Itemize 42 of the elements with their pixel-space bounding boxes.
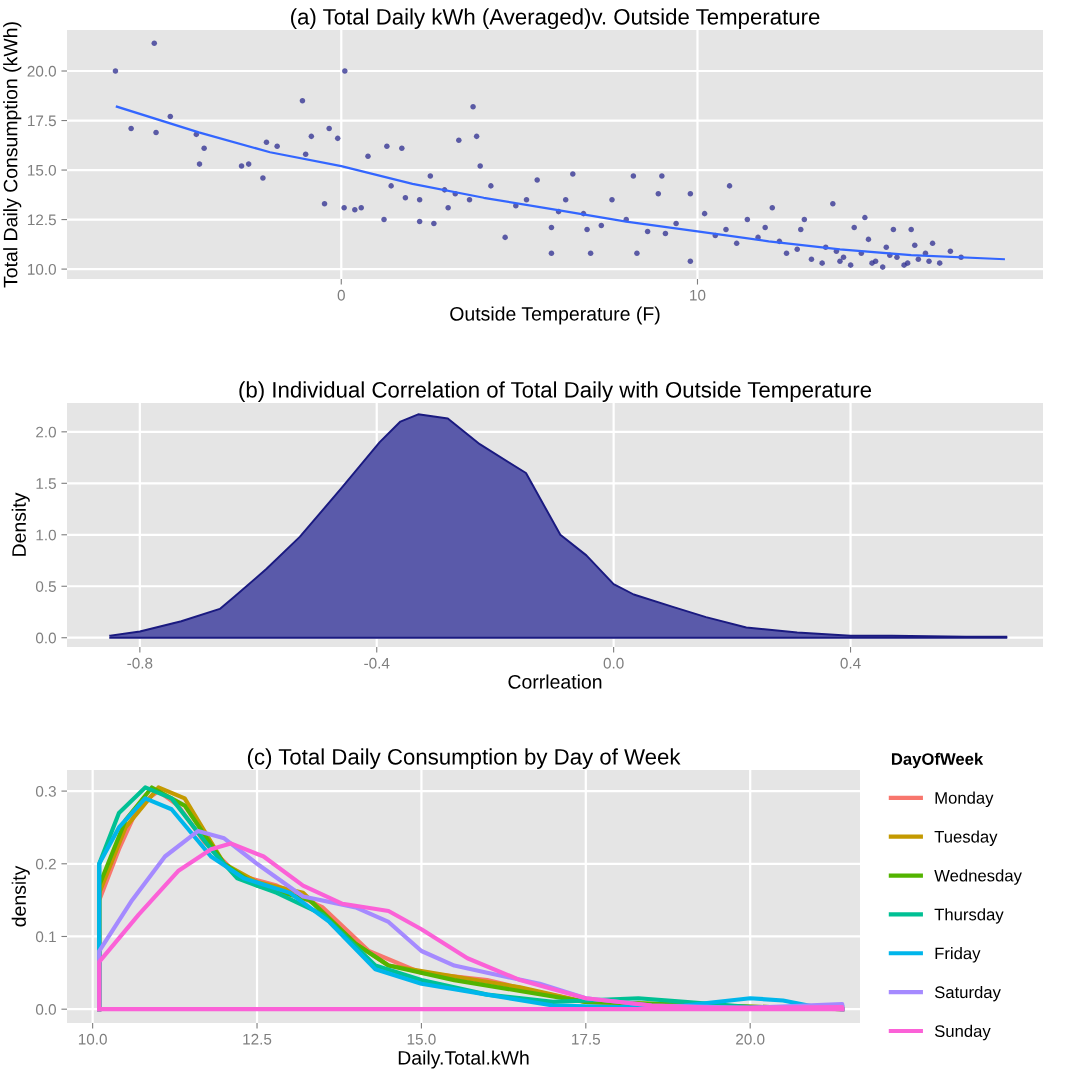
y-axis-title: density — [11, 865, 30, 927]
y-tick-label: 0.1 — [35, 931, 56, 943]
y-tick-label: 15.0 — [28, 164, 56, 176]
legend-label: Monday — [935, 791, 994, 808]
x-tick-label: -0.4 — [364, 657, 390, 669]
x-tick-label: 0.0 — [603, 657, 624, 669]
x-tick-label: 12.5 — [243, 1033, 272, 1045]
y-tick-label: 12.5 — [28, 214, 56, 226]
x-axis-title: Outside Temperature (F) — [450, 306, 660, 325]
y-tick-label: 1.0 — [36, 529, 56, 541]
x-tick-label: 10 — [690, 289, 706, 301]
x-axis-title: Daily.Total.kWh — [398, 1050, 529, 1069]
chart-title: (b) Individual Correlation of Total Daily with Outside Temperature — [239, 381, 872, 403]
y-tick-label: 0.0 — [35, 1004, 56, 1015]
x-tick-label: 10.0 — [78, 1033, 107, 1045]
x-tick-label: 15.0 — [407, 1033, 436, 1045]
y-tick-label: 10.0 — [28, 263, 56, 275]
legend-label: Thursday — [934, 908, 1004, 924]
x-tick-label: 0.4 — [840, 657, 861, 669]
legend-label: Tuesday — [934, 830, 998, 846]
y-tick-label: 0.0 — [35, 632, 56, 644]
legend-title: DayOfWeek — [891, 752, 984, 769]
y-tick-label: 0.2 — [35, 858, 56, 870]
y-axis-title: Total Daily Consumption (kWh) — [3, 22, 22, 288]
y-tick-label: 1.5 — [36, 478, 56, 489]
x-axis-title: Corrleation — [508, 674, 602, 689]
x-tick-label: 20.0 — [736, 1033, 765, 1045]
y-tick-label: 2.0 — [36, 426, 56, 438]
legend-label: Wednesday — [934, 869, 1022, 885]
y-tick-label: 0.5 — [35, 581, 56, 592]
x-tick-label: 17.5 — [572, 1033, 601, 1045]
y-axis-title: Density — [11, 492, 30, 556]
x-tick-label: -0.8 — [127, 657, 153, 669]
chart-title: (a) Total Daily kWh (Averaged)v. Outside Temperature — [291, 8, 820, 30]
legend-label: Friday — [935, 947, 981, 963]
y-tick-label: 0.3 — [35, 785, 56, 797]
legend-label: Saturday — [934, 985, 1001, 1002]
y-tick-label: 20.0 — [27, 65, 56, 77]
x-tick-label: 0 — [337, 289, 345, 301]
chart-title: (c) Total Daily Consumption by Day of Week — [247, 748, 681, 770]
y-tick-label: 17.5 — [28, 115, 56, 127]
legend-label: Sunday — [934, 1024, 991, 1041]
